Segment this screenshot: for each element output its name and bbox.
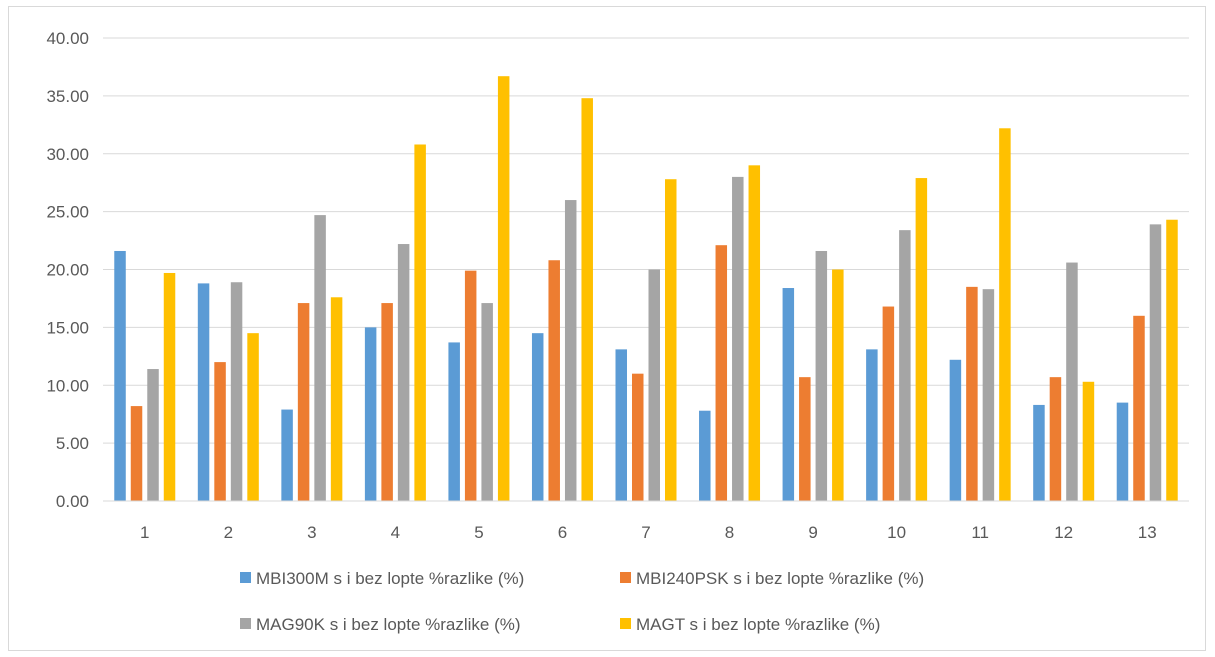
bar — [1116, 402, 1129, 501]
y-tick-label: 5.00 — [56, 434, 89, 453]
legend: MBI300M s i bez lopte %razlike (%) MBI240… — [240, 569, 924, 634]
bar — [899, 230, 911, 501]
legend-swatch — [620, 618, 631, 629]
series-4 — [163, 76, 1178, 502]
legend-item: MAG90K s i bez lopte %razlike (%) — [240, 615, 521, 634]
bar — [815, 250, 828, 501]
bar — [966, 286, 978, 501]
y-tick-label: 0.00 — [56, 492, 89, 511]
y-tick-label: 25.00 — [46, 203, 89, 222]
bar — [414, 144, 426, 502]
legend-item: MAGT s i bez lopte %razlike (%) — [620, 615, 880, 634]
x-tick-label: 7 — [641, 523, 650, 542]
bar — [1149, 224, 1162, 502]
legend-swatch — [240, 618, 251, 629]
bar — [915, 178, 928, 501]
bar — [314, 215, 326, 501]
legend-item: MBI300M s i bez lopte %razlike (%) — [240, 569, 524, 588]
y-tick-label: 35.00 — [46, 87, 89, 106]
x-tick-label: 1 — [140, 523, 149, 542]
x-tick-label: 11 — [971, 523, 989, 542]
legend-swatch — [240, 572, 251, 583]
bar — [581, 98, 593, 501]
bar — [564, 200, 577, 502]
bar — [1166, 219, 1178, 502]
bar — [281, 409, 293, 501]
y-tick-label: 20.00 — [46, 261, 89, 280]
bar — [999, 128, 1011, 501]
bar — [448, 342, 460, 501]
bar — [214, 362, 226, 501]
bar — [163, 272, 176, 501]
series-3 — [147, 176, 1162, 502]
x-tick-label: 9 — [808, 523, 817, 542]
bar — [297, 303, 310, 501]
bar — [114, 250, 126, 501]
x-tick-label: 3 — [307, 523, 316, 542]
bar — [1049, 377, 1062, 501]
bar — [732, 176, 744, 501]
x-tick-label: 10 — [887, 523, 906, 542]
x-tick-label: 2 — [224, 523, 233, 542]
x-tick-label: 13 — [1138, 523, 1157, 542]
bar — [699, 410, 711, 501]
bar-chart: 0.00 5.00 10.00 15.00 20.00 25.00 30.00 35.00 40… — [46, 29, 1189, 634]
series-2 — [130, 245, 1145, 501]
legend-swatch — [620, 572, 631, 583]
legend-label: MAGT s i bez lopte %razlike (%) — [636, 615, 880, 634]
bar — [949, 359, 962, 501]
y-tick-label: 15.00 — [46, 318, 89, 337]
bar — [230, 282, 243, 501]
x-tick-label: 12 — [1054, 523, 1073, 542]
bars — [114, 76, 1178, 502]
bar — [715, 245, 728, 501]
x-tick-label: 8 — [725, 523, 734, 542]
y-tick-label: 40.00 — [46, 29, 89, 48]
bar — [982, 289, 995, 501]
legend-label: MBI300M s i bez lopte %razlike (%) — [256, 569, 524, 588]
bar — [548, 260, 560, 501]
bar — [197, 283, 210, 501]
bar — [531, 333, 544, 501]
x-tick-label: 5 — [474, 523, 483, 542]
bar — [1033, 404, 1045, 501]
bar — [615, 349, 627, 501]
gridlines — [103, 37, 1189, 444]
bar — [397, 244, 410, 501]
y-tick-label: 30.00 — [46, 145, 89, 164]
series-1 — [114, 250, 1129, 501]
bar — [832, 269, 844, 501]
bar — [1066, 262, 1078, 501]
bar — [464, 270, 477, 501]
y-tick-label: 10.00 — [46, 376, 89, 395]
x-axis-ticks: 1 2 3 4 5 6 7 8 9 10 11 12 13 — [140, 523, 1157, 542]
bar — [247, 333, 259, 501]
bar — [882, 306, 895, 501]
bar — [665, 179, 677, 501]
legend-label: MAG90K s i bez lopte %razlike (%) — [256, 615, 521, 634]
bar — [866, 349, 878, 501]
chart-frame: 0.00 5.00 10.00 15.00 20.00 25.00 30.00 35.00 40… — [8, 6, 1206, 651]
bar — [481, 303, 493, 501]
bar — [364, 327, 377, 501]
x-tick-label: 6 — [558, 523, 567, 542]
bar — [799, 377, 811, 501]
bar — [748, 165, 761, 501]
legend-label: MBI240PSK s i bez lopte %razlike (%) — [636, 569, 924, 588]
bar — [782, 288, 795, 501]
bar — [330, 297, 343, 501]
bar — [147, 369, 159, 501]
bar — [381, 303, 393, 501]
bar — [497, 76, 510, 501]
bar — [130, 406, 143, 501]
bar — [648, 269, 660, 501]
bar — [1082, 381, 1095, 501]
y-axis-ticks: 0.00 5.00 10.00 15.00 20.00 25.00 30.00 35.00 40… — [46, 29, 89, 511]
bar — [632, 373, 644, 501]
x-tick-label: 4 — [391, 523, 400, 542]
legend-item: MBI240PSK s i bez lopte %razlike (%) — [620, 569, 924, 588]
bar — [1133, 315, 1145, 501]
